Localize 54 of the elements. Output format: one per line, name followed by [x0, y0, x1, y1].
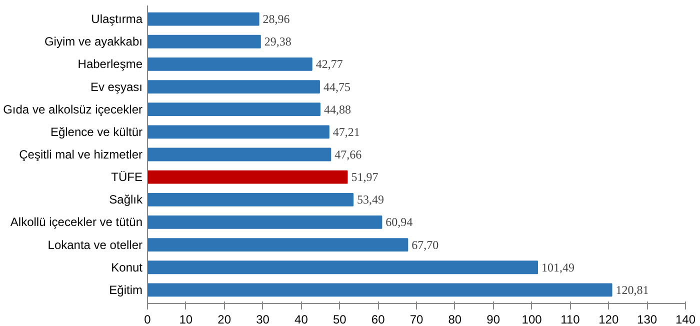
x-tick-label: 90 — [486, 312, 500, 326]
data-label: 44,75 — [323, 80, 350, 94]
x-tick-label: 130 — [637, 312, 658, 326]
bar — [148, 170, 348, 184]
x-tick-label: 140 — [675, 312, 696, 326]
x-tick-label: 120 — [598, 312, 619, 326]
y-tick-label: Eğitim — [109, 282, 143, 297]
data-label: 47,21 — [332, 124, 360, 139]
x-tick-label: 10 — [179, 312, 193, 326]
bar — [148, 125, 330, 139]
x-tick-label: 110 — [560, 312, 580, 326]
bar — [148, 192, 354, 206]
data-label: 29,38 — [264, 34, 292, 49]
bar — [148, 34, 261, 48]
data-label: 42,77 — [316, 57, 343, 72]
bar — [148, 238, 408, 252]
data-label: 44,88 — [324, 102, 351, 116]
data-label: 51,97 — [351, 170, 378, 184]
data-label: 101,49 — [542, 260, 575, 274]
x-tick-label: 50 — [332, 312, 347, 326]
y-tick-label: Giyim ve ayakkabı — [44, 34, 143, 49]
bar — [148, 57, 312, 71]
y-tick-label: Sağlık — [109, 192, 144, 207]
y-tick-label: Alkollü içecekler ve tütün — [10, 215, 143, 230]
y-tick-label: TÜFE — [111, 170, 143, 184]
x-tick-label: 70 — [410, 312, 424, 326]
data-label: 53,49 — [357, 192, 384, 207]
bar — [148, 102, 320, 116]
bar — [148, 283, 612, 297]
x-tick-label: 0 — [144, 312, 152, 326]
bar — [148, 260, 538, 274]
y-tick-label: Konut — [111, 260, 144, 274]
x-tick-label: 60 — [371, 312, 386, 326]
x-tick-label: 80 — [448, 312, 462, 326]
y-tick-label: Eğlence ve kültür — [50, 124, 143, 139]
x-tick-label: 40 — [294, 312, 308, 326]
y-tick-label: Çeşitli mal ve hizmetler — [19, 148, 143, 162]
y-tick-label: Ulaştırma — [91, 12, 143, 26]
y-tick-label: Ev eşyası — [90, 80, 143, 94]
bar — [148, 12, 260, 26]
bar — [148, 80, 320, 94]
data-label: 120,81 — [616, 282, 649, 297]
data-label: 60,94 — [386, 215, 413, 230]
data-label: 28,96 — [262, 12, 290, 26]
y-tick-label: Lokanta ve oteller — [48, 238, 143, 252]
x-tick-label: 20 — [218, 312, 232, 326]
data-label: 67,70 — [412, 238, 439, 252]
x-tick-label: 100 — [522, 312, 542, 326]
y-tick-label: Haberleşme — [78, 57, 143, 72]
bar — [148, 216, 382, 229]
data-label: 47,66 — [334, 148, 362, 162]
y-tick-label: Gıda ve alkolsüz içecekler — [3, 102, 143, 116]
bar — [148, 148, 332, 162]
x-tick-label: 30 — [256, 312, 270, 326]
